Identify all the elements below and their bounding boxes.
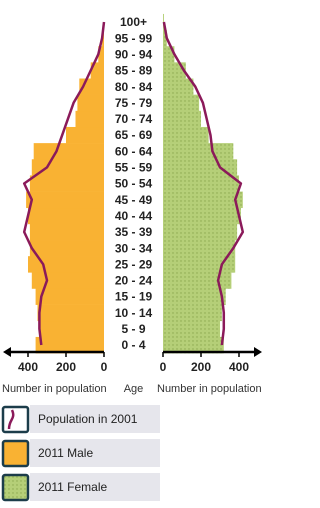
legend-swatch xyxy=(1,473,30,502)
age-label: 20 - 24 xyxy=(115,274,153,288)
male-bar xyxy=(31,272,104,289)
female-bar xyxy=(163,94,200,112)
tick-label-right: 400 xyxy=(229,360,249,374)
chart: 0 - 4 5 - 9 10 - 14 15 - 19 20 - 24 25 - 29 30… xyxy=(1,13,262,502)
age-label: 15 - 19 xyxy=(115,290,153,304)
female-bar xyxy=(163,126,209,144)
female-bar xyxy=(163,304,222,322)
age-label: 80 - 84 xyxy=(115,80,153,94)
female-bar xyxy=(163,30,167,47)
tick-label-left: 400 xyxy=(18,360,38,374)
age-label: 100+ xyxy=(120,15,147,29)
age-label: 25 - 29 xyxy=(115,257,153,271)
age-axis-label: Age xyxy=(124,383,144,395)
legend-label: Population in 2001 xyxy=(38,412,138,426)
legend-bg xyxy=(30,405,160,433)
tick-label-left: 200 xyxy=(56,360,76,374)
legend-label: 2011 Male xyxy=(38,446,93,460)
age-label: 55 - 59 xyxy=(115,161,153,175)
male-bar xyxy=(29,223,104,241)
female-bar xyxy=(163,320,220,338)
age-label: 65 - 69 xyxy=(115,128,153,142)
age-label: 70 - 74 xyxy=(115,112,153,126)
age-label: 10 - 14 xyxy=(115,306,153,320)
female-bar xyxy=(163,336,224,354)
tick-label-left: 0 xyxy=(101,360,108,374)
legend-swatch xyxy=(1,405,30,434)
female-bar xyxy=(163,288,226,305)
female-bar xyxy=(163,62,186,79)
tick-label-right: 0 xyxy=(160,360,167,374)
age-label: 75 - 79 xyxy=(115,96,153,110)
male-bar xyxy=(39,320,104,338)
male-bar xyxy=(66,126,104,144)
female-bar xyxy=(163,223,238,241)
female-bar xyxy=(163,272,232,289)
age-label: 0 - 4 xyxy=(121,338,145,352)
age-label: 30 - 34 xyxy=(115,241,153,255)
male-bar xyxy=(35,336,104,354)
male-bar xyxy=(75,110,104,128)
age-label: 40 - 44 xyxy=(115,209,153,223)
male-bar xyxy=(77,94,104,112)
male-bar xyxy=(29,175,104,192)
female-bar xyxy=(163,207,241,225)
line-2001-male xyxy=(22,21,106,346)
male-bar xyxy=(90,62,104,79)
male-bar xyxy=(26,191,105,209)
arrow xyxy=(254,347,262,357)
male-bar xyxy=(35,288,104,305)
female-bar xyxy=(163,143,234,160)
female-bar xyxy=(163,256,236,273)
male-bar xyxy=(28,256,104,273)
male-bar xyxy=(29,240,104,257)
female-bar xyxy=(163,46,175,63)
legend-bg xyxy=(30,473,160,501)
female-bar xyxy=(163,240,236,257)
female-bar xyxy=(163,78,194,95)
male-bar xyxy=(28,207,104,225)
tick-label-right: 200 xyxy=(191,360,211,374)
arrow xyxy=(3,347,11,357)
legend-swatch xyxy=(1,439,30,468)
male-bar xyxy=(31,159,104,176)
age-label: 5 - 9 xyxy=(121,322,145,336)
age-label: 50 - 54 xyxy=(115,177,153,191)
age-label: 85 - 89 xyxy=(115,64,153,78)
female-bar xyxy=(163,191,243,209)
female-bar xyxy=(163,175,239,192)
male-bar xyxy=(33,143,105,160)
legend-line xyxy=(7,409,15,430)
male-bar xyxy=(98,46,104,63)
age-label: 45 - 49 xyxy=(115,193,153,207)
x-label-left: Number in population xyxy=(2,383,107,395)
legend-bg xyxy=(30,439,160,467)
x-label-right: Number in population xyxy=(157,383,262,395)
age-label: 35 - 39 xyxy=(115,225,153,239)
age-label: 95 - 99 xyxy=(115,31,153,45)
line-2001-female xyxy=(162,21,245,346)
male-bar xyxy=(37,304,104,322)
age-label: 60 - 64 xyxy=(115,144,153,158)
female-bar xyxy=(163,110,201,128)
age-label: 90 - 94 xyxy=(115,47,153,61)
legend-label: 2011 Female xyxy=(38,480,107,494)
